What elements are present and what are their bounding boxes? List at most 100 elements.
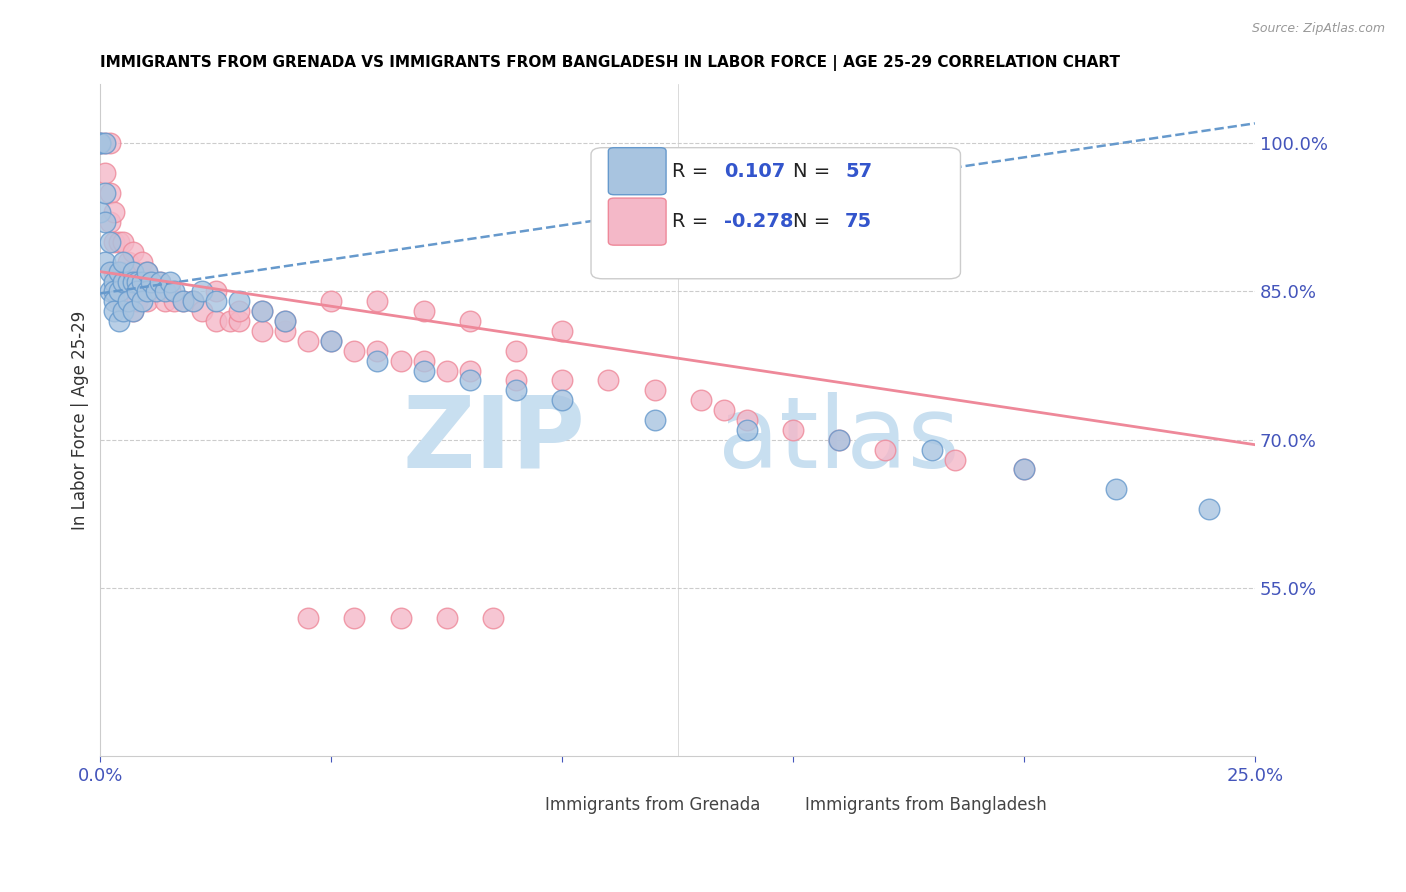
Text: N =: N = — [793, 212, 837, 231]
Point — [250, 324, 273, 338]
Point — [828, 433, 851, 447]
Point — [163, 285, 186, 299]
Point — [131, 254, 153, 268]
Point — [117, 275, 139, 289]
Point — [94, 136, 117, 150]
Point — [343, 343, 366, 358]
Point — [644, 384, 666, 398]
Point — [108, 285, 131, 299]
Point — [1105, 482, 1128, 496]
Point — [103, 265, 125, 279]
Point — [297, 334, 319, 348]
Text: N =: N = — [793, 161, 837, 181]
Point — [228, 304, 250, 318]
Point — [943, 452, 966, 467]
FancyBboxPatch shape — [609, 198, 666, 245]
Point — [250, 304, 273, 318]
Point — [505, 373, 527, 387]
Point — [644, 413, 666, 427]
Point — [274, 314, 297, 328]
Point — [782, 423, 804, 437]
Point — [366, 343, 388, 358]
Text: R =: R = — [672, 161, 714, 181]
Point — [505, 343, 527, 358]
Point — [505, 384, 527, 398]
Point — [103, 205, 125, 219]
FancyBboxPatch shape — [591, 148, 960, 279]
Point — [117, 294, 139, 309]
Point — [1012, 462, 1035, 476]
Point — [121, 244, 143, 259]
Point — [153, 294, 176, 309]
Point — [127, 285, 149, 299]
Point — [135, 294, 157, 309]
Point — [94, 186, 117, 200]
Text: Immigrants from Bangladesh: Immigrants from Bangladesh — [804, 796, 1046, 814]
Point — [1198, 502, 1220, 516]
Point — [735, 423, 758, 437]
Point — [159, 275, 181, 289]
Point — [108, 265, 131, 279]
Point — [181, 294, 204, 309]
Point — [103, 304, 125, 318]
Point — [163, 294, 186, 309]
Point — [482, 610, 505, 624]
Point — [436, 610, 458, 624]
Point — [412, 304, 434, 318]
Point — [875, 442, 897, 457]
Point — [89, 205, 111, 219]
Point — [135, 265, 157, 279]
Point — [112, 254, 135, 268]
Point — [412, 363, 434, 377]
Point — [108, 235, 131, 249]
Point — [145, 285, 167, 299]
Point — [127, 265, 149, 279]
Point — [108, 294, 131, 309]
Point — [131, 285, 153, 299]
Point — [228, 294, 250, 309]
Point — [135, 285, 157, 299]
Point — [551, 324, 574, 338]
Point — [145, 285, 167, 299]
Point — [1012, 462, 1035, 476]
Point — [98, 186, 121, 200]
Point — [103, 275, 125, 289]
Point — [141, 275, 163, 289]
Point — [172, 294, 194, 309]
Point — [828, 433, 851, 447]
Point — [121, 304, 143, 318]
Point — [98, 136, 121, 150]
Point — [131, 294, 153, 309]
Point — [366, 294, 388, 309]
Point — [121, 275, 143, 289]
Point — [321, 334, 343, 348]
Point — [228, 314, 250, 328]
Point — [103, 285, 125, 299]
Point — [131, 275, 153, 289]
FancyBboxPatch shape — [609, 148, 666, 194]
Point — [366, 353, 388, 368]
Circle shape — [778, 798, 797, 811]
Point — [98, 235, 121, 249]
Text: atlas: atlas — [718, 392, 960, 489]
Point — [159, 285, 181, 299]
Point — [94, 136, 117, 150]
Point — [89, 136, 111, 150]
Point — [112, 265, 135, 279]
Point — [103, 294, 125, 309]
Point — [181, 294, 204, 309]
Point — [89, 136, 111, 150]
Point — [921, 442, 943, 457]
Point — [112, 304, 135, 318]
Point — [149, 275, 172, 289]
Point — [121, 265, 143, 279]
Text: 75: 75 — [845, 212, 872, 231]
Point — [149, 275, 172, 289]
Point — [436, 363, 458, 377]
Point — [112, 275, 135, 289]
Point — [274, 314, 297, 328]
Point — [127, 294, 149, 309]
Point — [274, 324, 297, 338]
Point — [551, 373, 574, 387]
Point — [389, 353, 412, 368]
